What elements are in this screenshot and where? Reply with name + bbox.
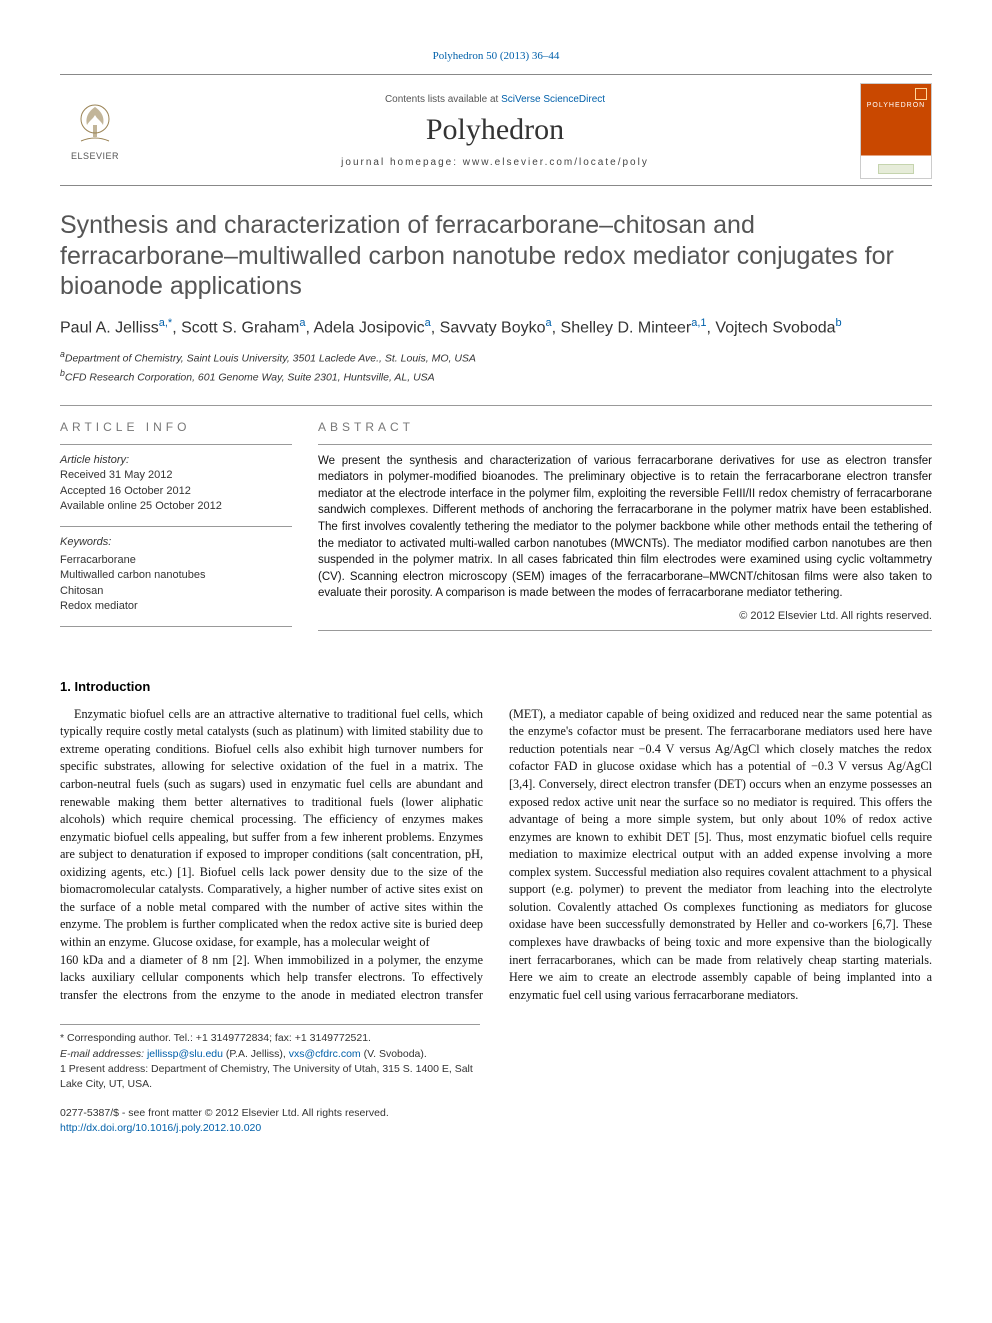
intro-paragraph-1: Enzymatic biofuel cells are an attractiv… [60, 706, 483, 952]
footnote-corresponding: * Corresponding author. Tel.: +1 3149772… [60, 1031, 480, 1046]
cover-corner-icon [915, 88, 927, 100]
header-center: Contents lists available at SciVerse Sci… [130, 94, 860, 168]
affiliation-a-text: Department of Chemistry, Saint Louis Uni… [65, 353, 476, 365]
doi-link[interactable]: http://dx.doi.org/10.1016/j.poly.2012.10… [60, 1122, 261, 1134]
elsevier-tree-icon [71, 101, 119, 149]
authors-line: Paul A. Jellissa,*, Scott S. Grahama, Ad… [60, 316, 932, 339]
email-name-1: (P.A. Jelliss), [226, 1048, 286, 1060]
journal-header: ELSEVIER Contents lists available at Sci… [60, 74, 932, 186]
author-1-markers[interactable]: a [299, 317, 305, 329]
abstract-heading: ABSTRACT [318, 420, 932, 434]
journal-reference[interactable]: Polyhedron 50 (2013) 36–44 [60, 50, 932, 62]
article-info-heading: ARTICLE INFO [60, 420, 292, 434]
author-0[interactable]: Paul A. Jelliss [60, 319, 159, 336]
author-5[interactable]: Vojtech Svoboda [715, 319, 835, 336]
author-5-markers[interactable]: b [836, 317, 842, 329]
journal-cover-thumbnail[interactable]: POLYHEDRON [860, 83, 932, 179]
affiliations: aDepartment of Chemistry, Saint Louis Un… [60, 348, 932, 384]
contents-prefix: Contents lists available at [385, 94, 501, 105]
keyword-3: Redox mediator [60, 600, 138, 612]
footnote-present-address: 1 Present address: Department of Chemist… [60, 1062, 480, 1092]
author-3-markers[interactable]: a [546, 317, 552, 329]
info-rule-1 [60, 444, 292, 445]
page-container: Polyhedron 50 (2013) 36–44 ELSEVIER Cont… [0, 0, 992, 1166]
page-bottom-bar: 0277-5387/$ - see front matter © 2012 El… [60, 1106, 932, 1135]
affiliation-a: aDepartment of Chemistry, Saint Louis Un… [60, 348, 932, 366]
footnotes-block: * Corresponding author. Tel.: +1 3149772… [60, 1024, 480, 1092]
journal-homepage-line: journal homepage: www.elsevier.com/locat… [138, 157, 852, 168]
sciencedirect-link[interactable]: SciVerse ScienceDirect [501, 94, 605, 105]
homepage-prefix: journal homepage: [341, 157, 463, 168]
cover-title-text: POLYHEDRON [861, 102, 931, 109]
email-link-1[interactable]: jellissp@slu.edu [147, 1048, 223, 1060]
abstract-copyright: © 2012 Elsevier Ltd. All rights reserved… [318, 610, 932, 622]
history-accepted: Accepted 16 October 2012 [60, 485, 191, 497]
history-online: Available online 25 October 2012 [60, 500, 222, 512]
abstract-rule-bottom [318, 630, 932, 631]
author-4: Shelley D. Minteer [561, 319, 692, 336]
info-abstract-row: ARTICLE INFO Article history: Received 3… [60, 405, 932, 639]
info-rule-3 [60, 626, 292, 627]
keyword-2: Chitosan [60, 585, 103, 597]
email-link-2[interactable]: vxs@cfdrc.com [289, 1048, 361, 1060]
author-3: Savvaty Boyko [440, 319, 546, 336]
author-4-markers[interactable]: a,1 [691, 317, 706, 329]
contents-line: Contents lists available at SciVerse Sci… [138, 94, 852, 105]
abstract-block: ABSTRACT We present the synthesis and ch… [318, 420, 932, 639]
cover-stamp-icon [878, 164, 914, 174]
author-1: Scott S. Graham [181, 319, 299, 336]
keyword-0: Ferracarborane [60, 554, 136, 566]
affiliation-b-text: CFD Research Corporation, 601 Genome Way… [65, 371, 435, 383]
publisher-logo[interactable]: ELSEVIER [60, 101, 130, 161]
history-received: Received 31 May 2012 [60, 469, 173, 481]
issn-copyright-line: 0277-5387/$ - see front matter © 2012 El… [60, 1106, 932, 1121]
abstract-rule-top [318, 444, 932, 445]
article-history: Article history: Received 31 May 2012 Ac… [60, 453, 292, 515]
history-label: Article history: [60, 454, 129, 466]
paper-title: Synthesis and characterization of ferrac… [60, 210, 932, 302]
section-1-heading: 1. Introduction [60, 679, 932, 694]
footnote-emails: E-mail addresses: jellissp@slu.edu (P.A.… [60, 1047, 480, 1062]
email-name-2: (V. Svoboda). [364, 1048, 427, 1060]
body-text-columns: Enzymatic biofuel cells are an attractiv… [60, 706, 932, 1005]
author-2-markers[interactable]: a [425, 317, 431, 329]
affiliation-b: bCFD Research Corporation, 601 Genome Wa… [60, 367, 932, 385]
abstract-text: We present the synthesis and characteriz… [318, 453, 932, 602]
homepage-url[interactable]: www.elsevier.com/locate/poly [463, 157, 649, 168]
author-2: Adela Josipovic [313, 319, 424, 336]
keywords-block: Keywords: Ferracarborane Multiwalled car… [60, 535, 292, 614]
publisher-brand-text: ELSEVIER [60, 151, 130, 161]
emails-label: E-mail addresses: [60, 1048, 144, 1060]
keywords-label: Keywords: [60, 535, 292, 550]
journal-name: Polyhedron [138, 113, 852, 147]
keyword-1: Multiwalled carbon nanotubes [60, 569, 206, 581]
author-0-markers[interactable]: a,* [159, 317, 172, 329]
info-rule-2 [60, 526, 292, 527]
article-info-block: ARTICLE INFO Article history: Received 3… [60, 420, 292, 639]
